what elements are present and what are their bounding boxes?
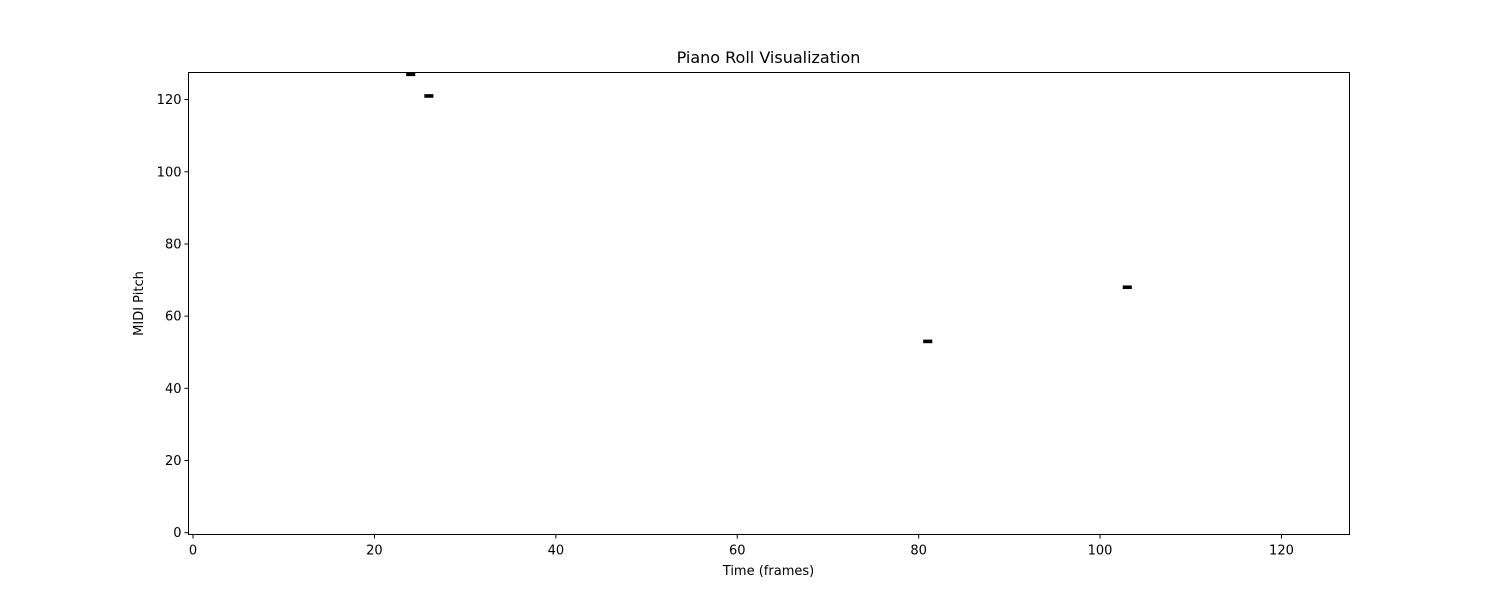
x-tick-label-0: 0	[189, 544, 197, 559]
y-tick-label-0: 0	[173, 526, 181, 541]
x-tick-label-4: 80	[910, 544, 927, 559]
plot-frame	[188, 72, 1350, 535]
note-cell-1	[424, 94, 434, 98]
x-tick-label-6: 120	[1269, 544, 1294, 559]
note-cell-0	[406, 72, 416, 77]
x-tick-label-5: 100	[1088, 544, 1113, 559]
note-cell-2	[923, 339, 933, 344]
y-axis-ticks: 0 20 40 60 80 100 120	[157, 93, 189, 541]
y-tick-label-3: 60	[165, 310, 182, 325]
y-tick-label-1: 20	[165, 454, 182, 469]
y-tick-label-6: 120	[157, 93, 182, 108]
x-axis-ticks: 0 20 40 60 80 100 120	[189, 534, 1294, 559]
chart-title: Piano Roll Visualization	[677, 48, 861, 67]
y-tick-label-2: 40	[165, 382, 182, 397]
note-cell-3	[1122, 285, 1132, 290]
x-tick-label-3: 60	[729, 544, 746, 559]
notes-layer	[406, 72, 1132, 344]
x-axis-label: Time (frames)	[722, 564, 814, 579]
x-tick-label-1: 20	[366, 544, 383, 559]
y-axis-label: MIDI Pitch	[132, 271, 147, 336]
y-tick-label-4: 80	[165, 237, 182, 252]
y-tick-label-5: 100	[157, 165, 182, 180]
x-tick-label-2: 40	[548, 544, 565, 559]
